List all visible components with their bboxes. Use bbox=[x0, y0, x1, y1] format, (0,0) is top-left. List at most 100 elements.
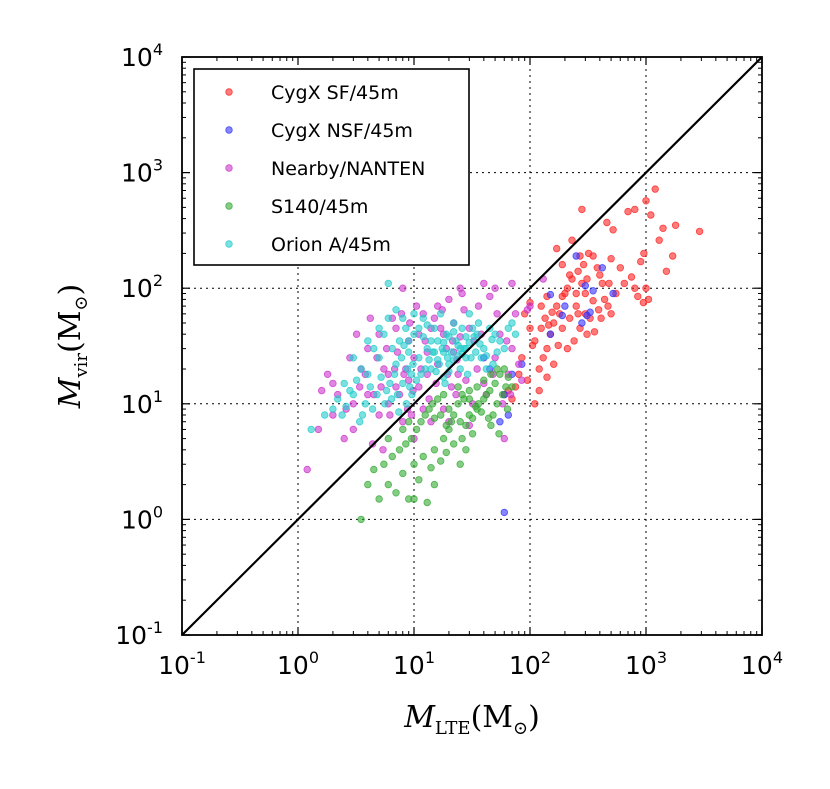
data-point bbox=[545, 321, 553, 329]
data-point bbox=[392, 383, 400, 391]
data-point bbox=[508, 344, 516, 353]
data-point bbox=[465, 310, 473, 318]
x-tick-label: 100 bbox=[277, 648, 319, 680]
data-point bbox=[384, 279, 392, 288]
data-point bbox=[598, 279, 606, 288]
legend-marker bbox=[225, 164, 233, 172]
data-point bbox=[390, 370, 399, 378]
data-point bbox=[539, 354, 547, 362]
data-point bbox=[442, 448, 450, 457]
data-point bbox=[349, 354, 357, 362]
data-point bbox=[318, 386, 326, 395]
data-point bbox=[450, 411, 458, 419]
data-point bbox=[402, 324, 410, 332]
data-point bbox=[340, 434, 348, 443]
data-point bbox=[465, 386, 473, 395]
data-point bbox=[528, 341, 537, 350]
data-point bbox=[508, 383, 516, 391]
data-point bbox=[583, 275, 591, 283]
data-point bbox=[437, 310, 445, 318]
data-point bbox=[430, 324, 439, 332]
data-point bbox=[609, 289, 617, 298]
data-point bbox=[604, 302, 612, 310]
data-point bbox=[342, 402, 350, 411]
data-point bbox=[583, 330, 591, 338]
y-tick-label: 103 bbox=[121, 156, 163, 188]
data-point bbox=[382, 386, 391, 395]
legend-label: CygX SF/45m bbox=[271, 82, 399, 104]
data-point bbox=[603, 218, 611, 227]
data-point bbox=[553, 302, 561, 310]
data-point bbox=[338, 411, 346, 419]
data-point bbox=[395, 337, 404, 345]
y-tick-label: 10-1 bbox=[115, 618, 163, 650]
data-point bbox=[463, 370, 472, 378]
data-point bbox=[515, 360, 523, 368]
data-point bbox=[392, 489, 400, 497]
data-point bbox=[609, 226, 617, 234]
data-point bbox=[467, 354, 475, 362]
data-point bbox=[443, 354, 452, 362]
data-point bbox=[605, 279, 613, 288]
data-point bbox=[388, 344, 396, 353]
data-point bbox=[589, 297, 597, 305]
data-point bbox=[329, 405, 337, 413]
data-point bbox=[644, 295, 653, 304]
data-point bbox=[502, 383, 510, 391]
data-point bbox=[578, 319, 586, 327]
plot-frame bbox=[181, 56, 763, 636]
data-point bbox=[434, 356, 442, 364]
legend-box bbox=[193, 68, 470, 266]
data-point bbox=[417, 418, 425, 426]
data-point bbox=[314, 425, 323, 434]
data-point bbox=[647, 211, 655, 219]
data-point bbox=[518, 354, 526, 362]
data-point bbox=[473, 330, 481, 338]
data-point bbox=[364, 390, 372, 399]
data-point bbox=[589, 252, 597, 260]
data-point bbox=[468, 324, 477, 332]
data-point bbox=[474, 302, 483, 310]
data-point bbox=[425, 395, 433, 403]
data-point bbox=[400, 370, 408, 378]
data-point bbox=[437, 457, 445, 465]
data-point bbox=[395, 446, 404, 454]
data-point bbox=[579, 260, 588, 269]
data-point bbox=[640, 249, 648, 258]
data-point bbox=[408, 390, 416, 399]
data-point bbox=[407, 370, 416, 378]
data-point bbox=[498, 390, 507, 399]
data-point bbox=[399, 284, 407, 292]
data-point bbox=[472, 348, 480, 356]
data-point bbox=[399, 425, 407, 434]
data-point bbox=[352, 376, 361, 384]
legend-label: Nearby/NANTEN bbox=[271, 158, 425, 180]
data-point bbox=[438, 344, 446, 353]
data-point bbox=[439, 338, 448, 347]
data-point bbox=[561, 302, 569, 310]
data-point bbox=[474, 319, 483, 327]
data-point bbox=[558, 260, 566, 269]
data-point bbox=[563, 344, 572, 353]
legend-marker bbox=[225, 88, 233, 96]
data-point bbox=[578, 205, 586, 214]
data-point bbox=[581, 289, 589, 298]
data-point bbox=[616, 264, 624, 272]
data-point bbox=[637, 257, 645, 266]
data-point bbox=[634, 292, 642, 301]
data-point bbox=[503, 405, 512, 413]
plot-area bbox=[181, 56, 763, 636]
data-point bbox=[384, 434, 392, 443]
y-tick-labels: 10-1 100 101 102 103 104 bbox=[115, 40, 163, 650]
data-point bbox=[671, 221, 680, 229]
data-point bbox=[476, 340, 484, 348]
data-point bbox=[631, 284, 639, 292]
data-point bbox=[554, 341, 562, 350]
data-point bbox=[642, 284, 650, 292]
data-point bbox=[384, 480, 392, 489]
data-point bbox=[439, 434, 448, 443]
data-point bbox=[384, 314, 392, 322]
data-point bbox=[624, 207, 632, 216]
data-point bbox=[504, 373, 512, 381]
